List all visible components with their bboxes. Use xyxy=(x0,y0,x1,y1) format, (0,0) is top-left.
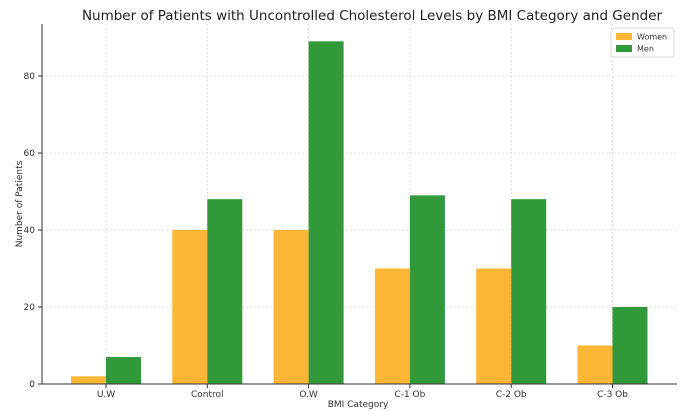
bar-men-c-3-ob xyxy=(612,306,648,384)
x-tick-label: C-1 Ob xyxy=(394,390,425,400)
bar-women-c-1-ob xyxy=(374,268,410,384)
chart-title: Number of Patients with Uncontrolled Cho… xyxy=(82,8,663,24)
y-axis-ticks: 0 20 40 60 80 xyxy=(24,72,42,390)
gridlines xyxy=(42,24,677,384)
bars xyxy=(71,41,648,384)
x-tick-label: Control xyxy=(191,390,224,400)
legend-swatch-women xyxy=(616,33,632,40)
bar-men-u-w xyxy=(106,357,141,384)
legend-swatch-men xyxy=(616,45,632,52)
bar-men-c-1-ob xyxy=(409,195,445,384)
x-axis-ticks: U.W Control O.W C-1 Ob C-2 Ob C-3 Ob xyxy=(97,384,628,400)
x-tick-label: C-3 Ob xyxy=(597,390,628,400)
y-tick-label: 0 xyxy=(29,380,35,390)
bar-women-c-2-ob xyxy=(476,268,512,384)
legend-label-men: Men xyxy=(637,45,654,54)
bar-men-c-2-ob xyxy=(511,199,547,384)
x-axis-label: BMI Category xyxy=(328,400,389,410)
x-tick-label: U.W xyxy=(97,390,115,400)
bar-women-control xyxy=(172,229,208,384)
bar-men-o-w xyxy=(308,41,344,384)
y-tick-label: 20 xyxy=(24,303,36,313)
y-tick-label: 80 xyxy=(24,72,36,82)
y-axis-label: Number of Patients xyxy=(15,160,25,247)
bar-women-o-w xyxy=(273,229,309,384)
y-tick-label: 60 xyxy=(24,149,36,159)
bar-women-u-w xyxy=(71,376,106,384)
bar-women-c-3-ob xyxy=(577,345,613,384)
legend: Women Men xyxy=(610,27,675,58)
x-tick-label: C-2 Ob xyxy=(496,390,527,400)
x-tick-label: O.W xyxy=(299,390,318,400)
bar-men-control xyxy=(207,199,243,384)
y-tick-label: 40 xyxy=(24,226,36,236)
legend-label-women: Women xyxy=(637,33,667,42)
